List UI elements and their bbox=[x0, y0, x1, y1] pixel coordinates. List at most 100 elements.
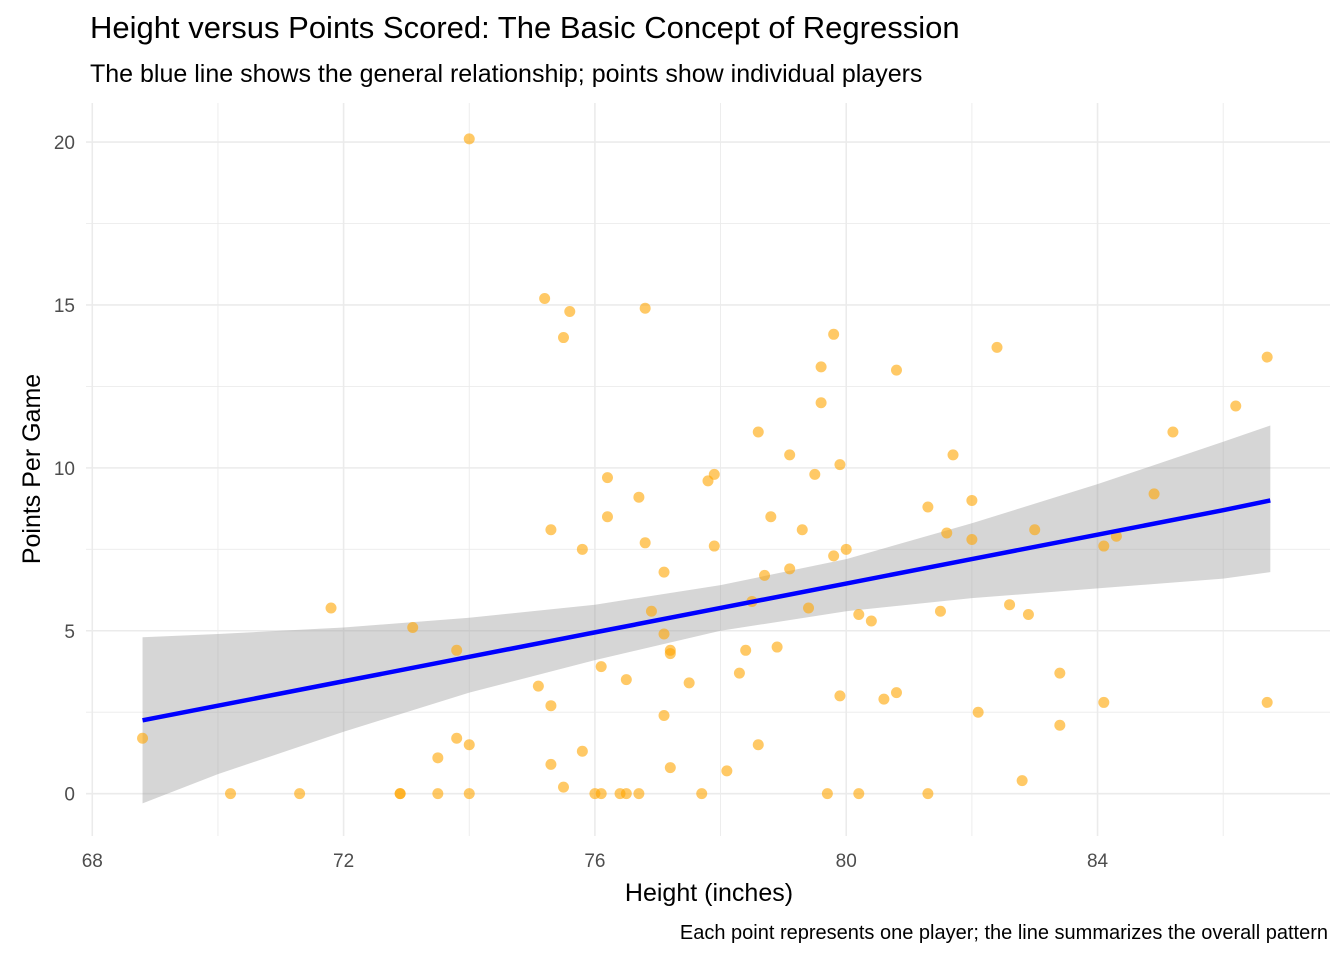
regression-line-path bbox=[142, 498, 1271, 723]
data-point bbox=[834, 459, 846, 471]
data-point bbox=[664, 648, 676, 660]
data-point bbox=[394, 788, 406, 800]
data-point bbox=[759, 569, 771, 581]
data-point bbox=[432, 752, 444, 764]
data-point bbox=[633, 788, 645, 800]
y-axis-label: Points Per Game bbox=[18, 374, 46, 564]
data-point bbox=[639, 537, 651, 549]
data-point bbox=[991, 341, 1003, 353]
data-point bbox=[645, 605, 657, 617]
data-point bbox=[639, 302, 651, 314]
data-point bbox=[1022, 608, 1034, 620]
data-point bbox=[815, 361, 827, 373]
data-point bbox=[1004, 599, 1016, 611]
data-point bbox=[545, 524, 557, 536]
y-tick-label: 15 bbox=[54, 296, 75, 317]
data-point bbox=[432, 788, 444, 800]
data-point bbox=[137, 732, 149, 744]
data-point bbox=[890, 364, 902, 376]
data-point bbox=[658, 709, 670, 721]
data-point bbox=[463, 133, 475, 145]
data-point bbox=[463, 788, 475, 800]
data-point bbox=[828, 328, 840, 340]
data-point bbox=[532, 680, 544, 692]
data-point bbox=[1029, 524, 1041, 536]
data-point bbox=[545, 700, 557, 712]
confidence-band-area bbox=[142, 425, 1271, 804]
x-tick-label: 68 bbox=[82, 851, 103, 872]
data-point bbox=[1167, 426, 1179, 438]
data-point bbox=[463, 739, 475, 751]
data-point bbox=[821, 788, 833, 800]
data-point bbox=[696, 788, 708, 800]
x-tick-label: 84 bbox=[1087, 851, 1109, 872]
x-tick-label: 80 bbox=[836, 851, 857, 872]
data-point bbox=[752, 739, 764, 751]
data-point bbox=[941, 527, 953, 539]
data-point bbox=[601, 472, 613, 484]
data-point bbox=[828, 550, 840, 562]
data-point bbox=[601, 511, 613, 523]
data-point bbox=[1016, 775, 1028, 787]
data-point bbox=[947, 449, 959, 461]
data-point bbox=[1261, 696, 1273, 708]
data-point bbox=[633, 491, 645, 503]
data-point bbox=[809, 468, 821, 480]
data-point bbox=[683, 677, 695, 689]
data-point bbox=[576, 745, 588, 757]
y-tick-label: 5 bbox=[64, 622, 75, 643]
data-point bbox=[865, 615, 877, 627]
data-point bbox=[576, 543, 588, 555]
data-point bbox=[815, 397, 827, 409]
data-point bbox=[784, 563, 796, 575]
data-point bbox=[564, 305, 576, 317]
data-point bbox=[708, 468, 720, 480]
grid-lines bbox=[86, 103, 1330, 836]
chart-caption: Each point represents one player; the li… bbox=[679, 922, 1328, 944]
data-point bbox=[664, 762, 676, 774]
data-point bbox=[922, 788, 934, 800]
data-point bbox=[451, 644, 463, 656]
data-point bbox=[771, 641, 783, 653]
data-point bbox=[294, 788, 306, 800]
x-tick-label: 76 bbox=[584, 851, 605, 872]
y-tick-label: 10 bbox=[54, 459, 75, 480]
data-point bbox=[853, 788, 865, 800]
data-point bbox=[740, 644, 752, 656]
axis-ticks: 68 72 76 80 84 0 5 10 15 20 bbox=[54, 133, 1109, 872]
data-point bbox=[325, 602, 337, 614]
data-point bbox=[451, 732, 463, 744]
data-point bbox=[407, 622, 419, 634]
data-point bbox=[557, 332, 569, 344]
data-point bbox=[1054, 667, 1066, 679]
x-tick-label: 72 bbox=[333, 851, 354, 872]
data-point bbox=[620, 674, 632, 686]
data-point bbox=[1054, 719, 1066, 731]
y-tick-label: 0 bbox=[64, 785, 75, 806]
data-point bbox=[557, 781, 569, 793]
data-point bbox=[595, 788, 607, 800]
regression-line bbox=[142, 498, 1271, 723]
data-point bbox=[834, 690, 846, 702]
confidence-band bbox=[142, 425, 1271, 804]
data-point bbox=[966, 534, 978, 546]
data-point bbox=[878, 693, 890, 705]
data-point bbox=[853, 608, 865, 620]
data-point bbox=[765, 511, 777, 523]
data-point bbox=[620, 788, 632, 800]
data-point bbox=[966, 494, 978, 506]
data-point bbox=[1230, 400, 1242, 412]
data-point bbox=[733, 667, 745, 679]
data-point bbox=[1098, 696, 1110, 708]
data-point bbox=[972, 706, 984, 718]
data-point bbox=[1148, 488, 1160, 500]
data-point bbox=[796, 524, 808, 536]
data-point bbox=[922, 501, 934, 513]
data-point bbox=[1261, 351, 1273, 363]
chart-subtitle: The blue line shows the general relation… bbox=[90, 60, 923, 88]
data-point bbox=[934, 605, 946, 617]
data-point bbox=[890, 687, 902, 699]
data-point bbox=[752, 426, 764, 438]
data-point bbox=[1098, 540, 1110, 552]
